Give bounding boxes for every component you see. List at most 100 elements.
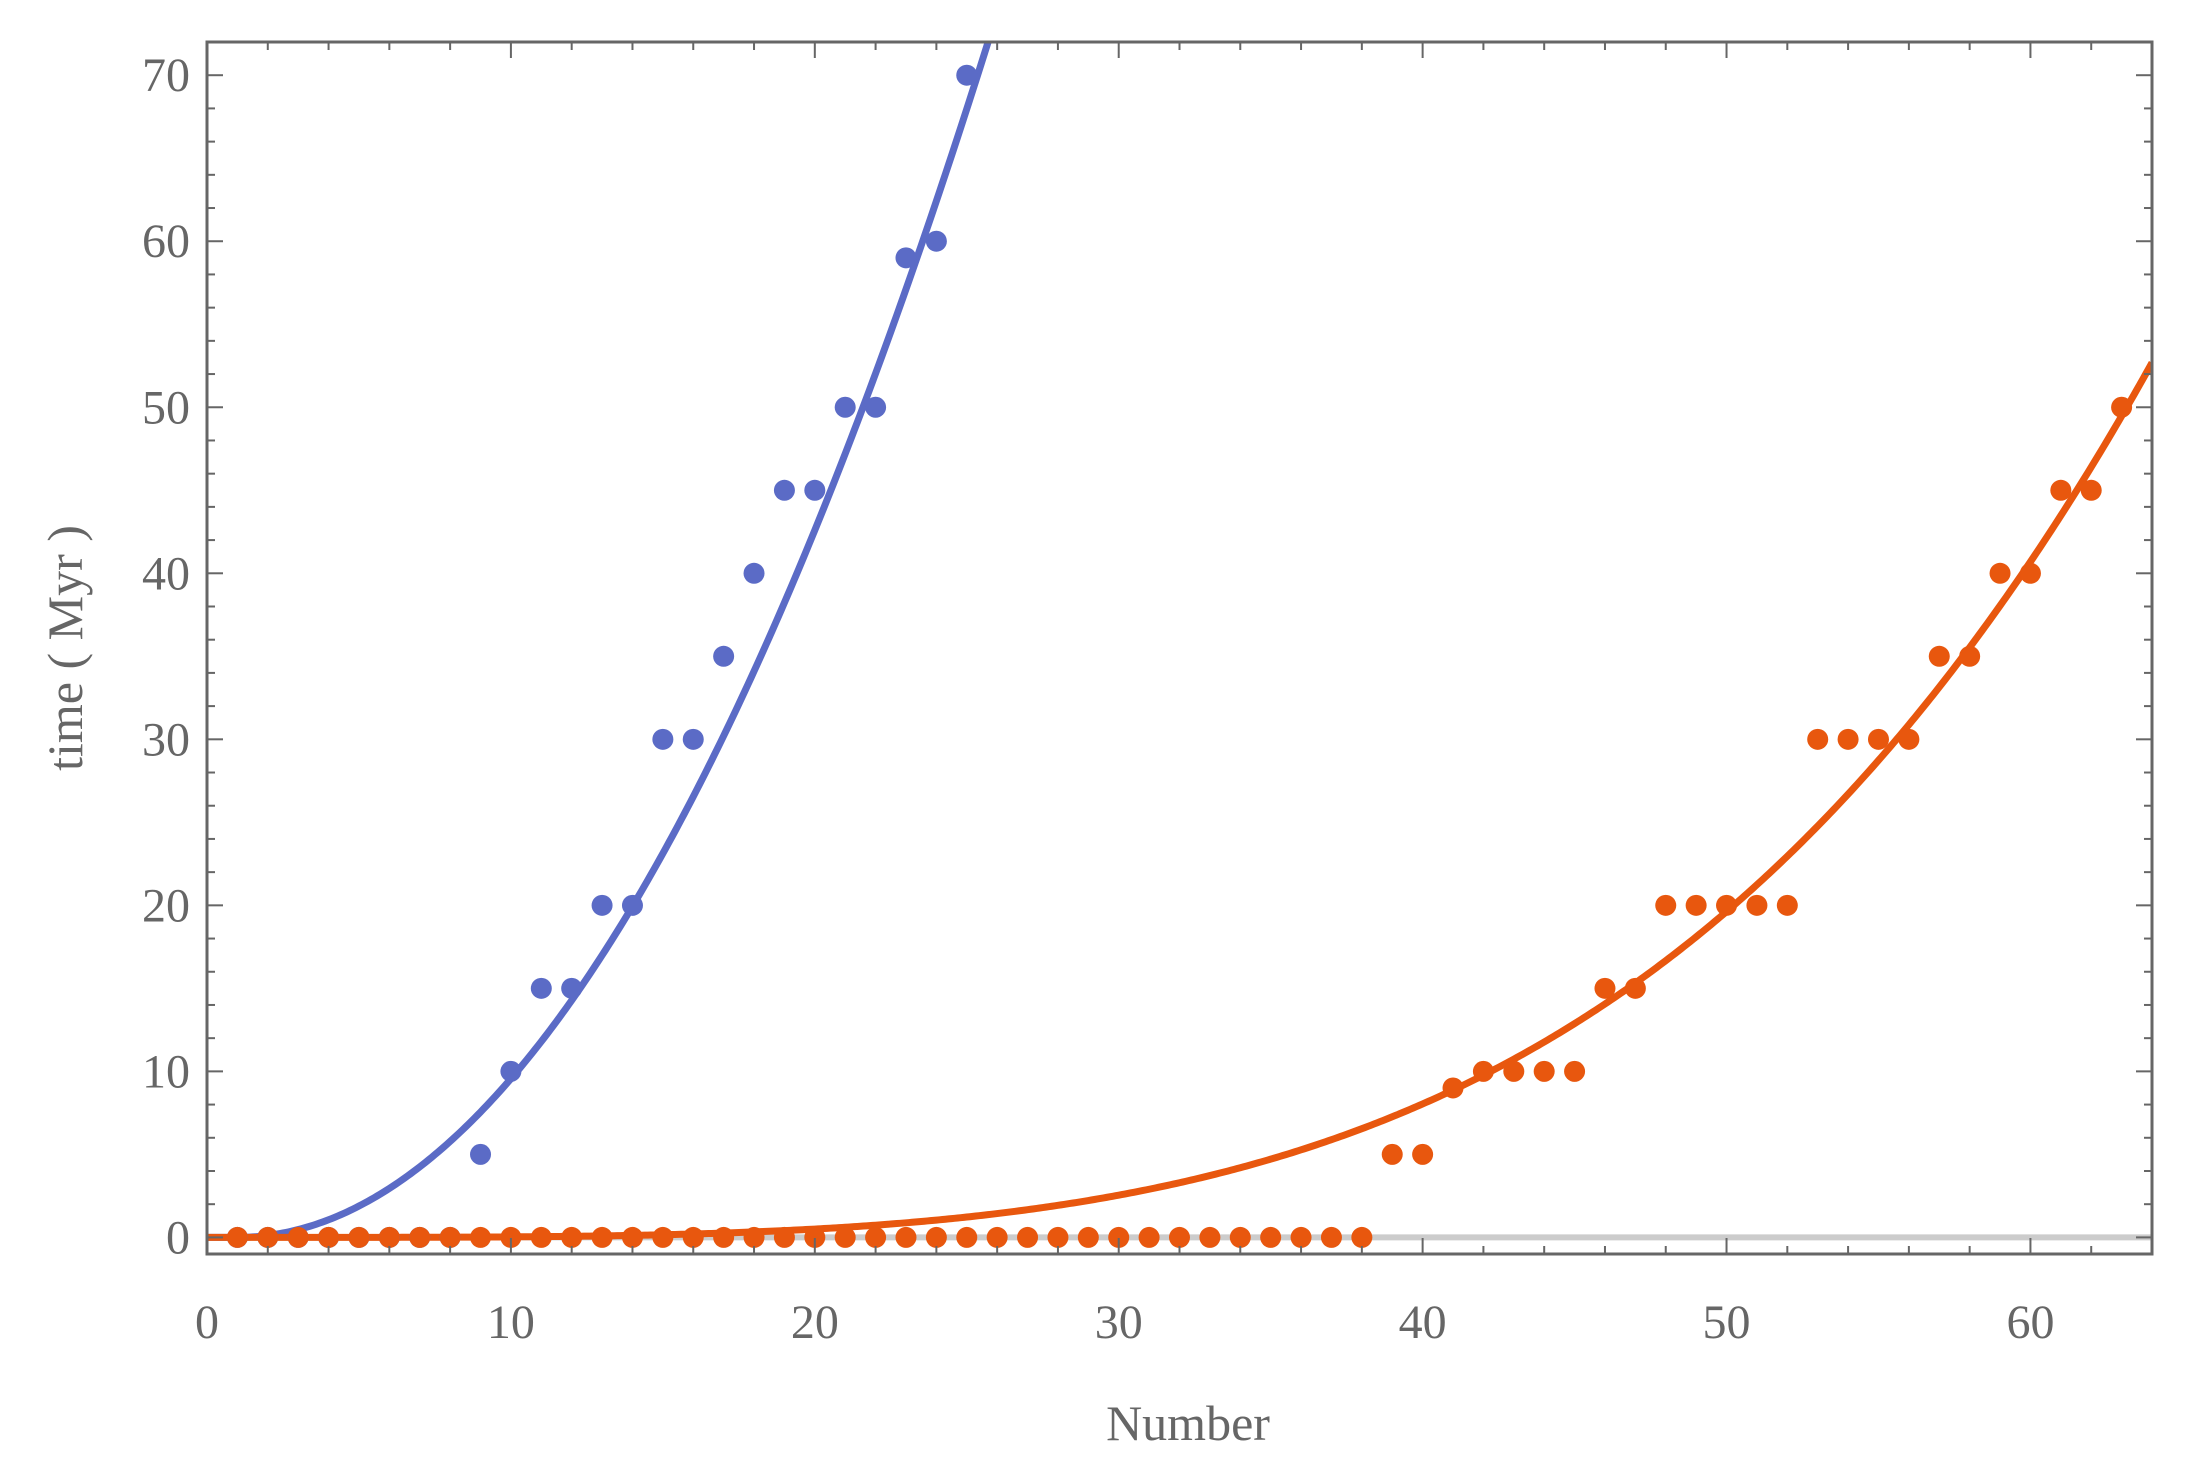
series-1-point: [956, 64, 978, 86]
series-2-point: [226, 1226, 248, 1248]
series-1-point: [713, 645, 735, 667]
series-1-point: [621, 894, 643, 916]
series-2-point: [439, 1226, 461, 1248]
series-1-point: [743, 562, 765, 584]
series-2-point: [1260, 1226, 1282, 1248]
series-2-point: [1746, 894, 1768, 916]
x-tick-label: 60: [2006, 1296, 2054, 1349]
tick-labels: 0 10 20 30 40 50 60 0 10 20 30 40 50 60 70: [142, 49, 2054, 1349]
series-2-point: [865, 1226, 887, 1248]
series-2-point: [834, 1226, 856, 1248]
series-1-point: [561, 977, 583, 999]
series-2-point: [1351, 1226, 1373, 1248]
series-1-point: [652, 728, 674, 750]
series-2-point: [682, 1226, 704, 1248]
series-2-point: [2019, 562, 2041, 584]
series-2-point: [1320, 1226, 1342, 1248]
series-1-point: [773, 479, 795, 501]
series-2-point: [470, 1226, 492, 1248]
series-2-point: [1716, 894, 1738, 916]
series-2-point: [1837, 728, 1859, 750]
fit-curves: [207, 42, 2152, 1241]
y-tick-label: 50: [142, 381, 190, 434]
x-tick-label: 30: [1095, 1296, 1143, 1349]
x-tick-label: 10: [487, 1296, 535, 1349]
series-2-point: [1594, 977, 1616, 999]
y-tick-label: 0: [166, 1211, 190, 1264]
series-2-point: [1412, 1143, 1434, 1165]
x-tick-label: 0: [195, 1296, 219, 1349]
series-2-point: [409, 1226, 431, 1248]
data-points: [226, 64, 2133, 1248]
y-tick-label: 20: [142, 879, 190, 932]
series-2-point: [1229, 1226, 1251, 1248]
series-2-point: [1898, 728, 1920, 750]
series-2-point: [1077, 1226, 1099, 1248]
series-2-point: [1108, 1226, 1130, 1248]
series-2-point: [1381, 1143, 1403, 1165]
series-2-point: [1503, 1060, 1525, 1082]
series-2-point: [1472, 1060, 1494, 1082]
y-tick-label: 30: [142, 713, 190, 766]
series-2-point: [591, 1226, 613, 1248]
series-1-point: [682, 728, 704, 750]
series-2-point: [1047, 1226, 1069, 1248]
series-2-point: [2050, 479, 2072, 501]
x-axis-label: Number: [1106, 1395, 1270, 1451]
y-tick-label: 40: [142, 547, 190, 600]
series-2-point: [1867, 728, 1889, 750]
series-2-point: [621, 1226, 643, 1248]
series-2-point: [378, 1226, 400, 1248]
series-2-point: [1655, 894, 1677, 916]
series-2-point: [1624, 977, 1646, 999]
series-2-point: [1564, 1060, 1586, 1082]
series-2-point: [1533, 1060, 1555, 1082]
series-2-point: [1776, 894, 1798, 916]
plot-frame: [205, 40, 2154, 1256]
series-2-point: [2080, 479, 2102, 501]
y-tick-label: 60: [142, 215, 190, 268]
series-1-point: [895, 247, 917, 269]
series-2-point: [561, 1226, 583, 1248]
series-1-point: [591, 894, 613, 916]
y-axis-label: time ( Myr ): [37, 525, 93, 771]
series-2-point: [257, 1226, 279, 1248]
y-tick-label: 70: [142, 49, 190, 102]
series-2-point: [530, 1226, 552, 1248]
series-2-point: [652, 1226, 674, 1248]
y-tick-label: 10: [142, 1045, 190, 1098]
series-2-point: [1199, 1226, 1221, 1248]
series-2-point: [1138, 1226, 1160, 1248]
series-2-point: [500, 1226, 522, 1248]
series-2-point: [1290, 1226, 1312, 1248]
series-2-point: [1169, 1226, 1190, 1248]
series-2-point: [713, 1226, 735, 1248]
series-2-point: [1928, 645, 1950, 667]
series-2-point: [1442, 1077, 1464, 1099]
axis-ticks: [206, 41, 2153, 1254]
series-2-point: [986, 1226, 1008, 1248]
series-1-point: [865, 396, 887, 418]
series-1-point: [804, 479, 826, 501]
fit-curve-2: [207, 361, 2152, 1241]
series-1-point: [834, 396, 856, 418]
x-tick-label: 50: [1703, 1296, 1751, 1349]
series-2-point: [773, 1226, 795, 1248]
x-tick-label: 40: [1399, 1296, 1447, 1349]
series-2-point: [743, 1226, 765, 1248]
series-1-point: [925, 230, 947, 252]
series-2-point: [804, 1226, 826, 1248]
series-2-point: [1017, 1226, 1039, 1248]
series-1-point: [530, 977, 552, 999]
series-2-point: [318, 1226, 340, 1248]
series-2-point: [287, 1226, 309, 1248]
series-2-point: [2111, 396, 2133, 418]
series-1-point: [500, 1060, 522, 1082]
fit-curve-1: [207, 42, 992, 1241]
series-2-point: [895, 1226, 917, 1248]
series-1-point: [470, 1143, 492, 1165]
series-2-point: [956, 1226, 978, 1248]
series-2-point: [1989, 562, 2011, 584]
x-tick-label: 20: [791, 1296, 839, 1349]
